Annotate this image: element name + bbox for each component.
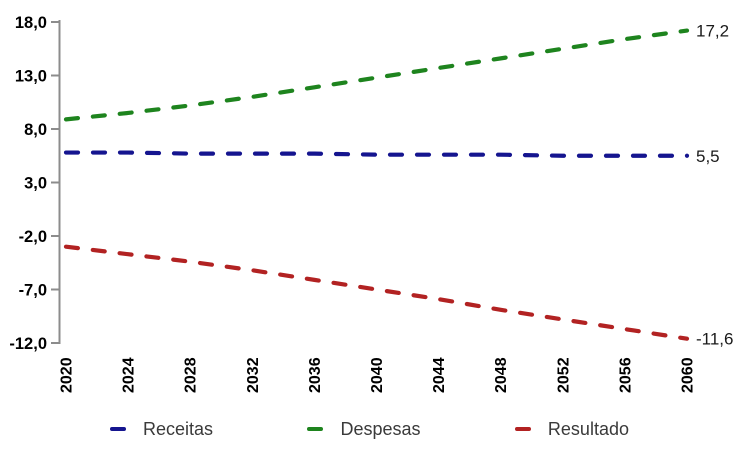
- y-tick-label: 3,0: [24, 175, 47, 193]
- series-line-despesas: [63, 28, 690, 122]
- legend-label-resultado: Resultado: [547, 418, 629, 439]
- x-tick-label: 2052: [555, 357, 572, 393]
- y-tick-label: -7,0: [19, 282, 47, 300]
- legend-item-despesas: Despesas: [307, 418, 421, 440]
- end-value-label-resultado: -11,6: [696, 330, 734, 349]
- x-tick-label: 2044: [431, 357, 448, 393]
- x-tick-label: 2060: [680, 357, 697, 393]
- x-tick-label: 2020: [59, 357, 76, 393]
- series-line-receitas: [63, 150, 690, 158]
- y-tick-label: 13,0: [15, 68, 47, 86]
- end-value-label-despesas: 17,2: [696, 22, 729, 41]
- legend-dash-receitas-icon: [110, 426, 126, 432]
- chart-legend: Receitas Despesas Resultado: [0, 413, 737, 445]
- x-tick-label: 2028: [183, 357, 200, 393]
- x-tick-label: 2032: [245, 357, 262, 393]
- y-tick-label: 8,0: [24, 121, 47, 139]
- legend-label-despesas: Despesas: [340, 418, 421, 439]
- legend-item-resultado: Resultado: [514, 418, 629, 440]
- legend-dash-resultado-icon: [514, 426, 531, 432]
- legend-item-receitas: Receitas: [110, 419, 213, 440]
- legend-label-receitas: Receitas: [143, 418, 214, 439]
- x-tick-label: 2056: [617, 357, 634, 393]
- x-tick-label: 2040: [369, 357, 386, 393]
- y-tick-label: -12,0: [9, 335, 47, 353]
- end-value-label-receitas: 5,5: [696, 147, 720, 166]
- x-tick-label: 2048: [493, 357, 510, 393]
- legend-dash-despesas-icon: [307, 426, 324, 432]
- y-tick-label: -2,0: [19, 228, 47, 246]
- x-tick-label: 2036: [307, 357, 324, 393]
- series-line-resultado: [63, 244, 690, 341]
- y-tick-label: 18,0: [15, 14, 47, 32]
- x-tick-label: 2024: [121, 357, 138, 393]
